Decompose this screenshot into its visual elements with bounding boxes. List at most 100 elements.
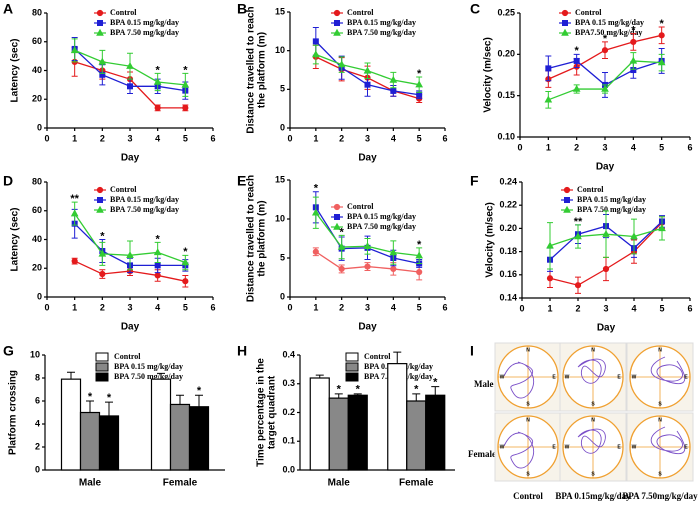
marker: [182, 278, 189, 285]
bar: [98, 415, 120, 471]
legend-label: BPA 7.50 mg/kg/day: [114, 372, 183, 381]
marker: [546, 241, 554, 249]
y-axis-label: the platform (m): [257, 32, 268, 108]
legend-label: BPA 7.50 mg/kg/day: [347, 222, 416, 231]
marker: [658, 224, 666, 232]
marker: [415, 251, 424, 259]
marker: [389, 248, 398, 256]
error-bar: [86, 400, 94, 413]
annotation: *: [575, 45, 580, 57]
legend-marker: [96, 9, 104, 17]
x-tick-label: 1: [547, 303, 552, 313]
panel-label: G: [3, 343, 14, 359]
x-tick-label: 2: [100, 302, 105, 312]
annotation: *: [88, 391, 93, 403]
marker: [544, 95, 553, 103]
marker: [574, 232, 582, 240]
legend-marker: [564, 197, 570, 203]
y-tick-label: 10: [30, 349, 40, 359]
marker: [363, 242, 372, 249]
legend-label: BPA 7.50 mg/kg/day: [577, 205, 646, 214]
legend-label: Control: [114, 352, 141, 361]
x-tick-label: 3: [127, 302, 132, 312]
legend-marker: [561, 28, 569, 36]
y-tick-label: 6: [35, 395, 40, 405]
y-tick-label: 0.14: [499, 292, 517, 302]
marker: [153, 77, 162, 85]
compass-letter: N: [591, 417, 595, 423]
compass-letter: W: [632, 374, 637, 380]
marker: [390, 87, 397, 94]
x-tick-label: 4: [391, 133, 396, 143]
marker: [99, 270, 106, 278]
y-tick-label: 5: [280, 252, 285, 262]
marker: [98, 57, 107, 65]
x-tick-label: 5: [417, 133, 422, 143]
x-tick-label: 1: [72, 133, 77, 143]
marker: [657, 58, 666, 66]
x-tick-label: 1: [313, 133, 318, 143]
marker: [338, 265, 345, 273]
marker: [602, 265, 610, 273]
x-tick-label: 0: [287, 133, 292, 143]
annotation: **: [70, 193, 79, 205]
compass-letter: E: [552, 444, 556, 450]
error-bar: [393, 351, 402, 364]
legend-label: BPA 0.15 mg/kg/day: [575, 18, 644, 27]
annotation: *: [603, 33, 608, 45]
annotation: *: [417, 68, 422, 80]
bar: [387, 363, 408, 471]
x-tick-label: 0: [44, 133, 49, 143]
marker: [70, 46, 79, 54]
y-tick-label: 5: [280, 84, 285, 94]
annotation: *: [337, 384, 342, 396]
marker: [153, 248, 162, 256]
marker: [126, 61, 134, 69]
y-tick-label: 0.2: [282, 407, 295, 417]
y-tick-label: 0.16: [499, 269, 517, 279]
compass-letter: S: [591, 401, 595, 407]
x-tick-label: 5: [183, 302, 188, 312]
x-axis-label: Day: [121, 153, 140, 164]
column-label: BPA 7.50mg/kg/day: [622, 491, 698, 501]
marker: [602, 229, 610, 237]
x-tick-label: 3: [127, 133, 132, 143]
y-axis-label: Latency (sec): [10, 39, 21, 103]
y-axis-label: Distance travelled to reach: [246, 175, 257, 302]
x-tick-label: Female: [163, 478, 198, 489]
x-tick-label: 2: [339, 302, 344, 312]
y-axis-label: Velocity (m/sec): [485, 202, 496, 278]
y-tick-label: 0: [280, 291, 285, 301]
y-tick-label: 0.22: [499, 200, 517, 210]
marker: [311, 50, 320, 58]
x-tick-label: 6: [687, 303, 692, 313]
y-tick-label: 60: [32, 36, 42, 46]
marker: [154, 272, 161, 279]
x-tick-label: 3: [602, 142, 607, 152]
x-tick-label: 5: [417, 302, 422, 312]
y-tick-label: 0: [35, 464, 40, 474]
y-tick-label: 0.15: [497, 90, 515, 100]
marker: [572, 84, 581, 92]
swim-path: [503, 431, 535, 469]
legend-label: BPA 0.15 mg/kg/day: [347, 212, 416, 221]
annotation: *: [197, 385, 202, 397]
error-bar: [67, 371, 75, 380]
marker: [630, 38, 637, 46]
x-tick-label: 4: [155, 302, 160, 312]
y-axis-label: the platform (m): [257, 200, 268, 276]
marker: [154, 104, 161, 111]
legend-label: Control: [110, 8, 137, 17]
annotation: *: [314, 183, 319, 195]
annotation: **: [574, 216, 583, 228]
x-tick-label: 0: [519, 303, 524, 313]
error-bar: [431, 386, 440, 396]
legend-marker: [333, 222, 341, 230]
legend-marker: [96, 28, 104, 36]
bar: [169, 403, 191, 471]
annotation: *: [631, 25, 636, 37]
compass-letter: W: [500, 444, 505, 450]
marker: [337, 242, 346, 250]
